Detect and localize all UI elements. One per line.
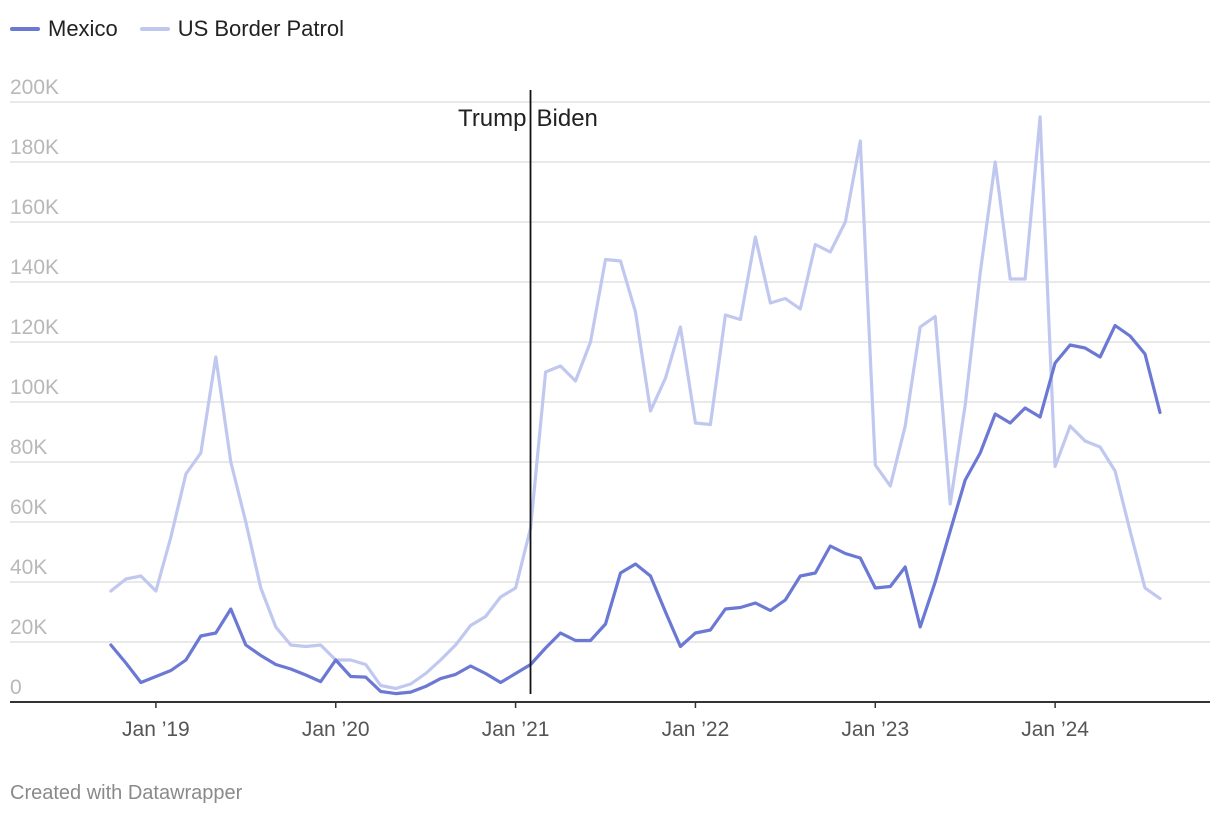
annotations: Trump Biden xyxy=(458,90,598,694)
legend-label-mexico: Mexico xyxy=(48,16,118,41)
y-tick-label: 60K xyxy=(10,496,47,519)
legend-swatch-us-border-patrol xyxy=(139,27,170,31)
x-tick-label: Jan ’23 xyxy=(841,718,909,741)
y-tick-label: 80K xyxy=(10,436,47,459)
series-line-mexico[interactable] xyxy=(109,323,1162,696)
legend-item-us-border-patrol[interactable]: US Border Patrol xyxy=(139,16,344,42)
y-tick-label: 200K xyxy=(10,76,59,99)
annotation-biden: Biden xyxy=(537,105,598,132)
grid-lines xyxy=(10,101,1210,703)
y-tick-label: 40K xyxy=(10,556,47,579)
y-tick-label: 20K xyxy=(10,616,47,639)
y-axis-ticks: 200K 180K 160K 140K 120K 100K 80K 60K 40K 20K 0 xyxy=(10,76,59,699)
legend-swatch-mexico xyxy=(10,27,40,31)
series-lines xyxy=(109,115,1162,696)
x-tick-label: Jan ’21 xyxy=(482,718,550,741)
y-tick-label: 100K xyxy=(10,376,59,399)
legend-item-mexico[interactable]: Mexico xyxy=(10,16,118,42)
x-axis-ticks: Jan ’19 Jan ’20 Jan ’21 Jan ’22 Jan ’23 Jan ’… xyxy=(122,702,1089,741)
annotation-trump: Trump xyxy=(458,105,526,132)
legend-label-us-border-patrol: US Border Patrol xyxy=(177,16,344,41)
legend: Mexico US Border Patrol xyxy=(10,16,344,42)
x-tick-label: Jan ’19 xyxy=(122,718,190,741)
x-tick-label: Jan ’22 xyxy=(662,718,730,741)
footer-credit: Created with Datawrapper xyxy=(10,782,243,804)
x-tick-label: Jan ’20 xyxy=(302,718,370,741)
y-tick-label: 160K xyxy=(10,196,59,219)
y-tick-label: 140K xyxy=(10,256,59,279)
y-tick-label: 120K xyxy=(10,316,59,339)
y-tick-label: 0 xyxy=(10,676,22,699)
series-line-us-border-patrol[interactable] xyxy=(109,115,1162,691)
y-tick-label: 180K xyxy=(10,136,59,159)
x-tick-label: Jan ’24 xyxy=(1021,718,1089,741)
line-chart: 200K 180K 160K 140K 120K 100K 80K 60K 40K 20K 0 Ja… xyxy=(10,76,1210,741)
